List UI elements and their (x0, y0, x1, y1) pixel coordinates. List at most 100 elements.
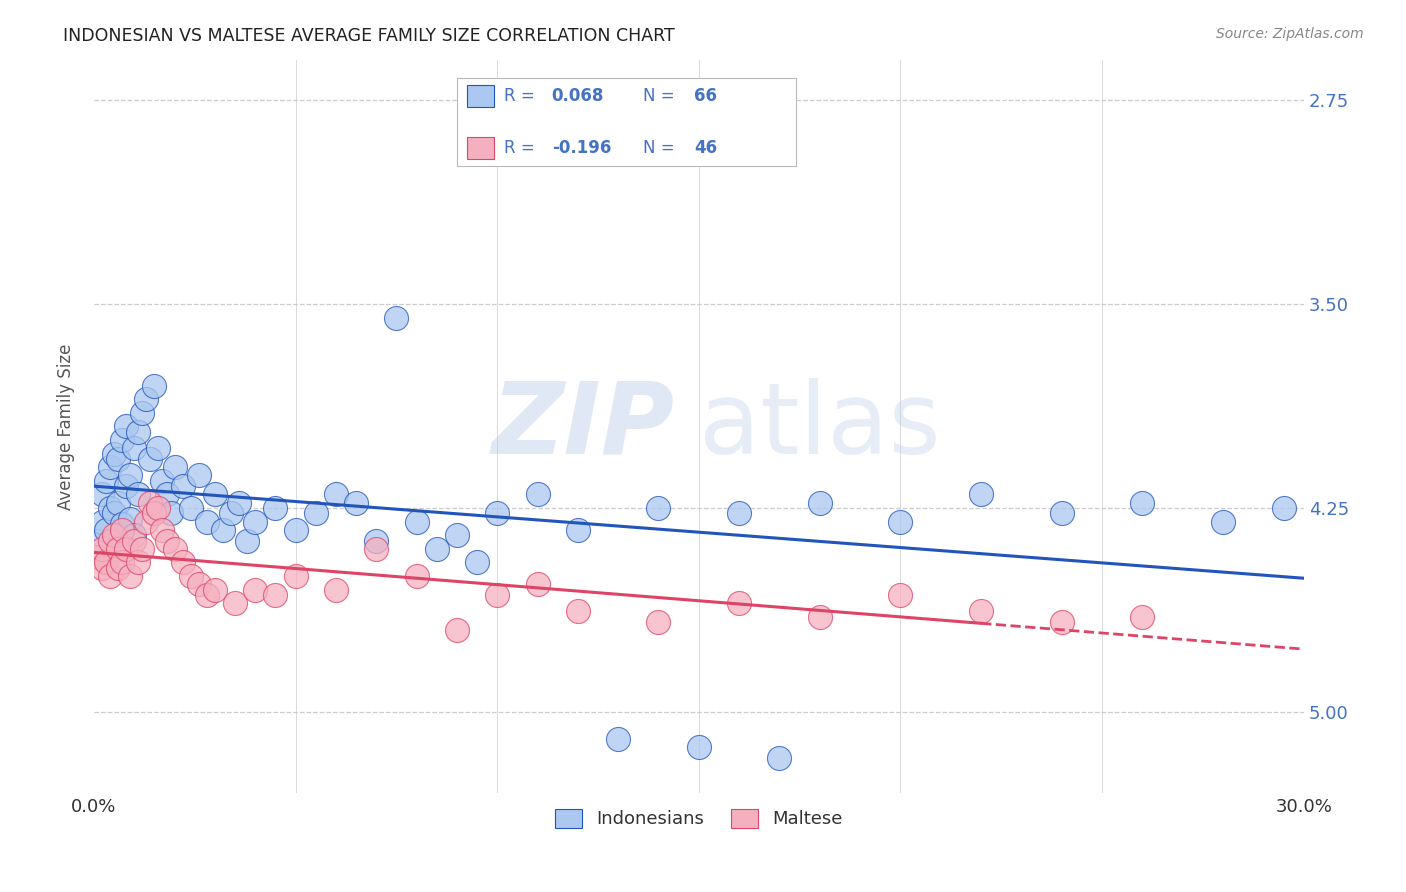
Point (107, 541, 129, 556)
Point (187, 468, 209, 483)
Point (122, 533, 145, 548)
Point (91, 561, 114, 575)
Point (768, 751, 790, 765)
Point (1132, 609, 1154, 624)
Point (148, 501, 170, 516)
Point (127, 487, 149, 501)
Point (728, 507, 751, 521)
Point (385, 310, 408, 325)
Point (87, 549, 110, 564)
Point (405, 515, 427, 529)
Point (111, 433, 134, 447)
Point (567, 604, 589, 618)
Point (172, 555, 194, 569)
Point (111, 523, 134, 537)
Point (111, 517, 134, 532)
Point (135, 515, 157, 529)
Point (131, 541, 153, 556)
Point (91, 487, 114, 501)
Point (284, 569, 307, 583)
Point (245, 515, 267, 529)
Point (94, 523, 117, 537)
Point (405, 569, 427, 583)
Point (172, 479, 194, 493)
Point (143, 507, 166, 521)
Point (465, 555, 488, 569)
Point (889, 515, 911, 529)
Point (163, 541, 186, 556)
Point (107, 561, 129, 575)
Point (224, 596, 246, 610)
Point (94, 555, 117, 569)
Legend: Indonesians, Maltese: Indonesians, Maltese (547, 802, 851, 836)
Point (103, 447, 125, 461)
Point (970, 604, 993, 618)
Point (325, 487, 347, 501)
Point (87, 533, 110, 548)
Point (567, 523, 589, 537)
Text: ZIP: ZIP (492, 378, 675, 475)
Point (325, 582, 347, 597)
Point (148, 441, 170, 455)
Point (127, 555, 149, 569)
Point (98, 533, 121, 548)
Point (219, 507, 242, 521)
Point (180, 501, 202, 516)
Point (236, 533, 259, 548)
Point (195, 515, 218, 529)
Point (486, 507, 509, 521)
Point (98, 569, 121, 583)
Point (526, 577, 548, 591)
Point (647, 615, 669, 629)
Point (103, 507, 125, 521)
Point (1212, 515, 1234, 529)
Point (446, 528, 468, 542)
Point (135, 392, 157, 407)
Point (212, 523, 235, 537)
Point (91, 515, 114, 529)
Point (143, 378, 166, 392)
Point (94, 474, 117, 488)
Point (127, 425, 149, 439)
Point (228, 495, 250, 509)
Point (1050, 615, 1073, 629)
Point (163, 460, 186, 475)
Point (115, 479, 138, 493)
Point (91, 541, 114, 556)
Point (344, 495, 367, 509)
Point (122, 528, 145, 542)
Point (155, 487, 177, 501)
Y-axis label: Average Family Size: Average Family Size (58, 343, 75, 509)
Point (98, 501, 121, 516)
Point (486, 588, 509, 602)
Point (152, 474, 174, 488)
Point (131, 406, 153, 420)
Point (688, 740, 710, 755)
Point (366, 541, 388, 556)
Point (607, 731, 630, 746)
Point (204, 582, 226, 597)
Point (180, 569, 202, 583)
Text: Source: ZipAtlas.com: Source: ZipAtlas.com (1216, 27, 1364, 41)
Point (889, 588, 911, 602)
Point (264, 501, 287, 516)
Text: INDONESIAN VS MALTESE AVERAGE FAMILY SIZE CORRELATION CHART: INDONESIAN VS MALTESE AVERAGE FAMILY SIZ… (63, 27, 675, 45)
Point (808, 495, 831, 509)
Point (103, 528, 125, 542)
Point (139, 495, 162, 509)
Point (426, 541, 449, 556)
Point (107, 452, 129, 467)
Point (204, 487, 226, 501)
Point (107, 495, 129, 509)
Point (155, 533, 177, 548)
Point (115, 541, 138, 556)
Point (195, 588, 218, 602)
Point (120, 468, 142, 483)
Point (808, 609, 831, 624)
Point (159, 507, 181, 521)
Point (284, 523, 307, 537)
Point (446, 624, 468, 638)
Point (647, 501, 669, 516)
Point (115, 419, 138, 434)
Point (152, 523, 174, 537)
